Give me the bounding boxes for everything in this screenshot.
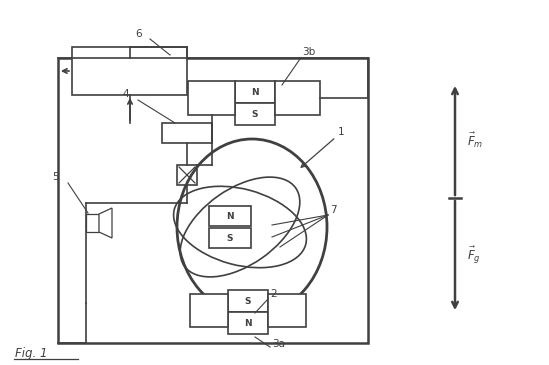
- Text: 1: 1: [338, 127, 345, 137]
- Bar: [86, 214, 99, 232]
- Text: S: S: [227, 234, 233, 242]
- Bar: [177, 165, 197, 185]
- Text: 2: 2: [270, 289, 277, 299]
- Bar: [235, 81, 275, 103]
- Bar: [190, 294, 228, 327]
- Bar: [58, 58, 368, 343]
- Text: 4: 4: [122, 89, 128, 99]
- Bar: [228, 290, 268, 312]
- Text: $\vec{F}_m$: $\vec{F}_m$: [467, 131, 483, 150]
- Text: N: N: [226, 211, 234, 220]
- Text: 3b: 3b: [302, 47, 315, 57]
- Bar: [72, 47, 187, 95]
- Bar: [268, 294, 306, 327]
- Text: N: N: [251, 88, 259, 96]
- Text: Fig. 1: Fig. 1: [15, 347, 48, 360]
- Bar: [275, 81, 320, 115]
- Text: N: N: [244, 319, 252, 327]
- Bar: [209, 206, 251, 226]
- Text: 3a: 3a: [272, 339, 285, 349]
- Bar: [162, 123, 212, 143]
- Bar: [228, 312, 268, 334]
- Bar: [188, 81, 235, 115]
- Polygon shape: [99, 208, 112, 238]
- Text: 6: 6: [135, 29, 142, 39]
- Bar: [209, 228, 251, 248]
- Text: 7: 7: [330, 205, 337, 215]
- Text: 5: 5: [52, 172, 59, 182]
- Text: $\vec{F}_g$: $\vec{F}_g$: [467, 245, 481, 266]
- Text: S: S: [252, 110, 258, 119]
- Text: S: S: [245, 296, 251, 306]
- Bar: [235, 103, 275, 125]
